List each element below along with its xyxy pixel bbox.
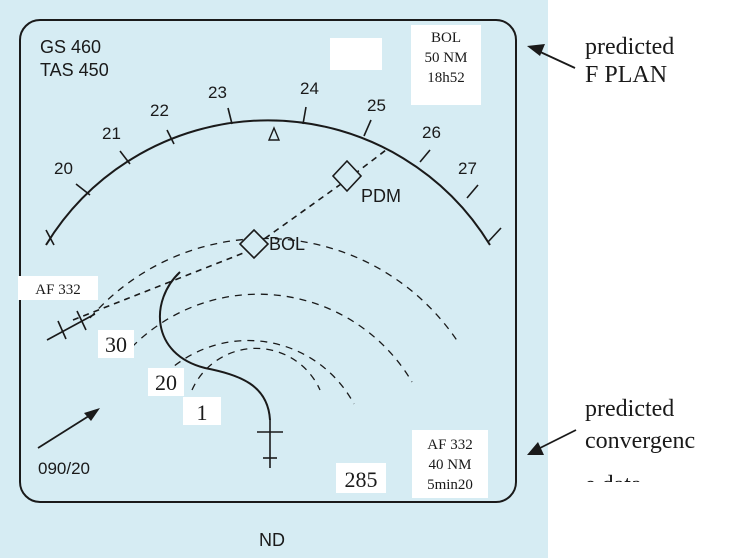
flight-plan-route [72, 149, 387, 321]
next-waypoint-name: BOL [431, 30, 461, 46]
heading-22: 22 [150, 101, 169, 120]
heading-27: 27 [458, 159, 477, 178]
heading-value-box [336, 463, 386, 493]
heading-25: 25 [367, 96, 386, 115]
range-label-20: 20 [155, 370, 177, 395]
compass-labels: 20 21 22 23 24 25 26 27 [54, 79, 477, 178]
waypoint-bol-icon [238, 228, 270, 260]
range-label-box-20 [148, 368, 184, 396]
ground-speed-label: GS 460 [40, 37, 101, 57]
compass-ticks [45, 106, 502, 246]
convergence-distance: 40 NM [429, 457, 472, 473]
annotation-bottom-mask [580, 482, 736, 512]
range-ring-20 [131, 293, 413, 383]
heading-pointer-icon [267, 126, 281, 141]
next-waypoint-eta: 18h52 [427, 70, 465, 86]
heading-value: 285 [345, 467, 378, 492]
annotation-bottom-line-2: convergenc [585, 428, 695, 454]
convergence-time: 5min20 [427, 477, 473, 493]
annotation-arrow-top [527, 44, 576, 69]
range-ring-5 [191, 347, 321, 391]
range-ring-30 [89, 237, 459, 343]
wind-arrow-icon [37, 408, 100, 449]
compass-arc [45, 119, 491, 246]
own-aircraft-trajectory [159, 271, 271, 421]
waypoint-pdm-label: PDM [361, 186, 401, 206]
heading-24: 24 [300, 79, 319, 98]
heading-26: 26 [422, 123, 441, 142]
display-frame [19, 19, 517, 503]
wind-label: 090/20 [38, 459, 90, 478]
annotation-top-mask [580, 82, 736, 102]
blank-label-patch [330, 38, 382, 70]
waypoint-pdm-icon [331, 159, 363, 193]
display-footer-label: ND [259, 530, 285, 550]
heading-23: 23 [208, 83, 227, 102]
range-rings [89, 237, 459, 405]
waypoint-bol-label: BOL [269, 234, 305, 254]
annotation-top-line-1: predicted [585, 34, 674, 60]
range-label-box-1 [183, 397, 221, 425]
heading-21: 21 [102, 124, 121, 143]
traffic-callsign-box [18, 276, 98, 300]
range-ring-10 [164, 339, 355, 405]
next-waypoint-distance: 50 NM [425, 50, 468, 66]
own-aircraft-icon [257, 420, 283, 468]
next-waypoint-box: BOL 50 NM 18h52 [411, 25, 481, 105]
annotation-bottom-line-1: predicted [585, 396, 674, 422]
convergence-box: AF 332 40 NM 5min20 [412, 430, 488, 498]
range-label-box-30 [98, 330, 134, 358]
traffic-aircraft-icon [46, 310, 96, 341]
range-label-1: 1 [197, 400, 208, 425]
range-label-30: 30 [105, 332, 127, 357]
traffic-callsign-label: AF 332 [35, 282, 80, 298]
true-airspeed-label: TAS 450 [40, 60, 109, 80]
annotation-arrow-bottom [527, 429, 577, 455]
convergence-callsign: AF 332 [427, 437, 472, 453]
heading-20: 20 [54, 159, 73, 178]
